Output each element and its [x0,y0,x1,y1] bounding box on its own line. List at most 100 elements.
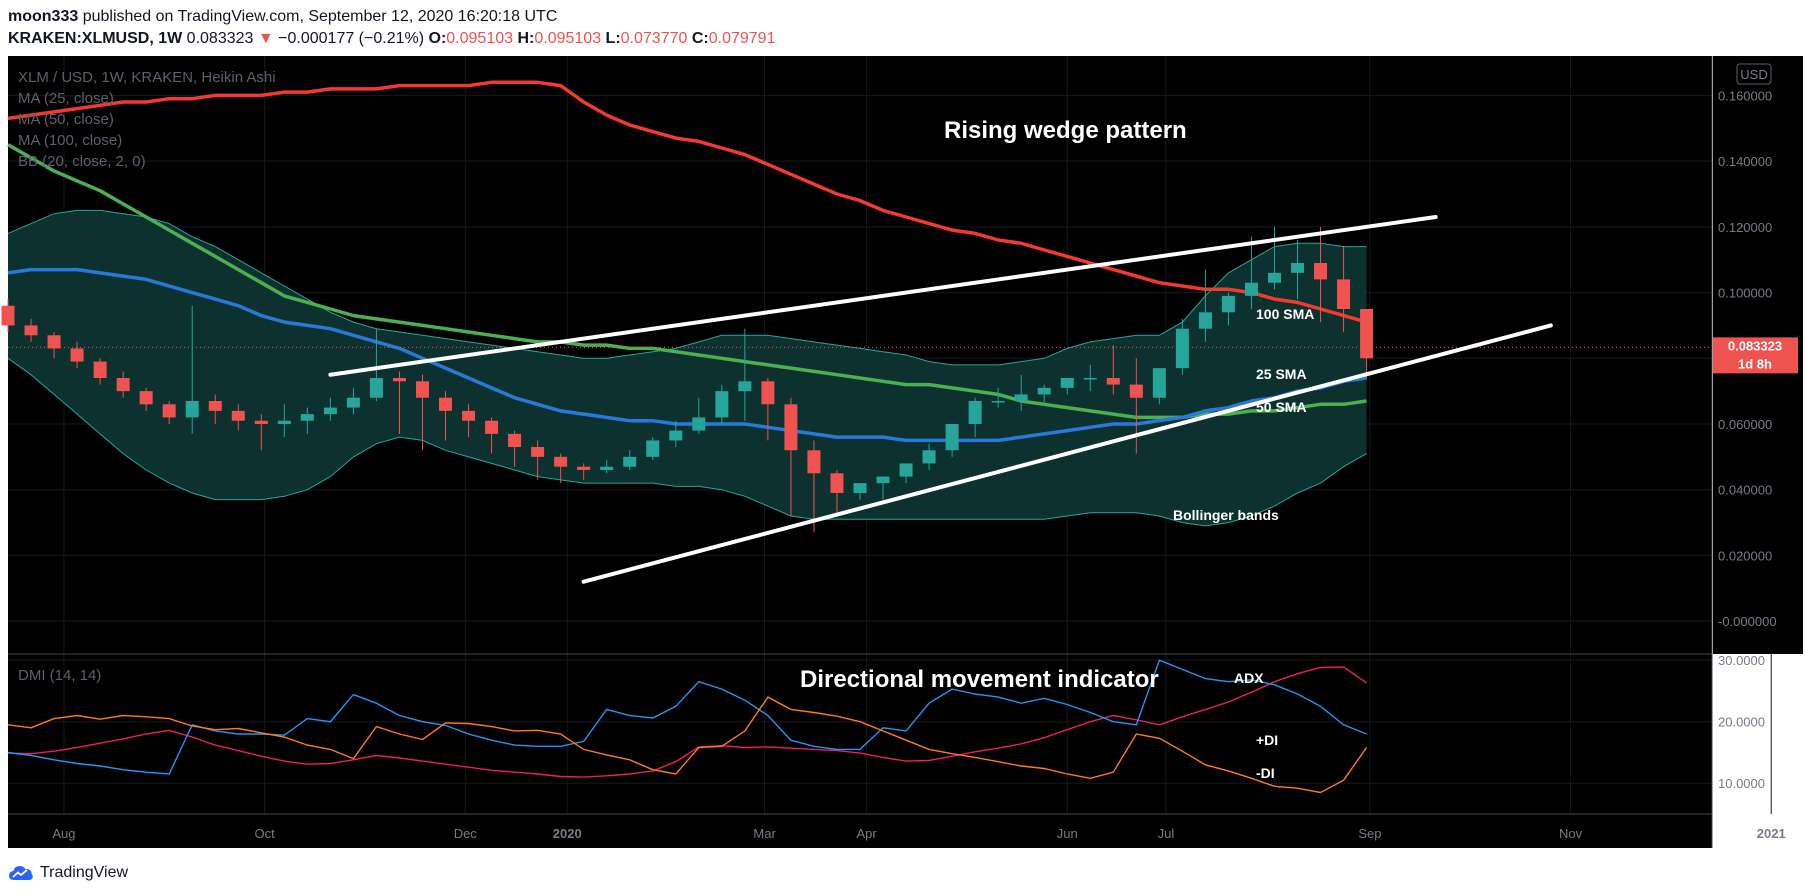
candle-body [669,430,683,441]
candle-body [738,381,752,392]
candle-body [300,414,314,421]
time-tick-label: Sep [1358,826,1381,841]
last-price-tag-label: 0.083323 [1728,338,1782,353]
legend-dmi[interactable]: DMI (14, 14) [18,667,101,684]
candle [70,341,84,369]
candle [761,378,775,441]
legend-ma100[interactable]: MA (100, close) [18,132,122,149]
candle [577,463,591,480]
candle-body [1014,394,1028,401]
candle-body [945,424,959,451]
price-scale[interactable]: USD 0.160000 0.140000 0.120000 0.100000 0.08… [1713,56,1803,654]
time-scale[interactable]: AugOctDec2020MarAprJunJulSepNov20218 [52,826,1805,841]
high-value: 0.095103 [534,30,602,47]
price-tick-label: 0.040000 [1718,483,1772,498]
price-tick-label: 0.060000 [1718,417,1772,432]
tradingview-logo-icon[interactable] [8,864,34,882]
time-tick-label: Mar [753,826,776,841]
candle [968,397,982,438]
candle-body [1198,312,1212,329]
annotation-pdi[interactable]: +DI [1256,732,1278,748]
dmi-scale[interactable]: 30.0000 20.0000 10.0000 [1718,653,1765,791]
annotation-bollinger[interactable]: Bollinger bands [1173,507,1279,523]
currency-box[interactable] [1736,63,1772,85]
candle [922,443,936,470]
candle [1152,368,1166,405]
legend-ma50[interactable]: MA (50, close) [18,111,114,128]
price-tick-label: -0.000000 [1718,614,1777,629]
open-label: O: [428,30,447,47]
adx-line [7,666,1367,778]
candle [1267,226,1281,290]
candle [738,328,752,421]
annotation-adx[interactable]: ADX [1234,670,1264,686]
candle [1198,269,1212,342]
annotation-wedge[interactable]: Rising wedge pattern [944,117,1187,144]
candle [1244,236,1258,309]
candle [415,374,429,451]
candle-body [47,335,61,349]
candle-body [577,466,591,470]
candle-body [1291,263,1305,273]
candle [1314,226,1328,323]
candle-body [1083,378,1097,380]
candle [692,397,706,434]
legend-ma25[interactable]: MA (25, close) [18,90,114,107]
candle [991,387,1005,408]
annotations: Rising wedge pattern 100 SMA 25 SMA 50 S… [800,117,1314,781]
candle [508,430,522,467]
candle-body [485,420,499,434]
candle-body [830,473,844,493]
candle-body [369,378,383,398]
candle [254,414,268,451]
dmi-tick-label: 10.0000 [1718,776,1765,791]
candle [47,332,61,359]
legend-title[interactable]: XLM / USD, 1W, KRAKEN, Heikin Ashi [18,69,276,86]
candle [1175,318,1189,375]
candle [392,371,406,434]
time-tick-label: Oct [254,826,275,841]
last-price: 0.083323 [186,30,254,47]
candle-body [139,391,153,405]
time-tick-label: Aug [52,826,75,841]
candle-body [185,401,199,418]
candle [669,420,683,447]
high-label: H: [517,30,535,47]
candle [277,404,291,438]
candle [1360,309,1374,378]
price-change: −0.000177 (−0.21%) [278,30,425,47]
candle-body [1175,328,1189,369]
annotation-mdi[interactable]: -DI [1256,765,1275,781]
close-label: C: [691,30,709,47]
annotation-dmi[interactable]: Directional movement indicator [800,666,1159,693]
time-tick-label: Apr [856,826,877,841]
candle-body [1337,279,1351,309]
candle [162,401,176,424]
dmi-lines [7,659,1368,794]
chart-legend: XLM / USD, 1W, KRAKEN, Heikin Ashi MA (2… [18,69,276,684]
candle [346,387,360,415]
sma100-line [7,80,1368,324]
author-name[interactable]: moon333 [8,8,79,25]
countdown-label: 1d 8h [1738,356,1772,371]
footer-brand[interactable]: TradingView [40,864,129,881]
candle [715,384,729,424]
publish-info: published on TradingView.com, September … [82,8,558,25]
annotation-sma25[interactable]: 25 SMA [1256,366,1307,382]
candle [1,299,15,332]
candle-body [761,381,775,405]
symbol-label: KRAKEN:XLMUSD, 1W [8,30,183,47]
candle [1083,364,1097,392]
candle [1106,345,1120,395]
currency-label: USD [1740,67,1767,82]
candle-body [968,401,982,424]
legend-bb[interactable]: BB (20, close, 2, 0) [18,153,146,170]
candle-body [392,378,406,382]
annotation-sma50[interactable]: 50 SMA [1256,399,1307,415]
annotation-sma100[interactable]: 100 SMA [1256,306,1314,322]
candle [462,404,476,438]
price-tick-label: 0.140000 [1718,154,1772,169]
candle [1291,240,1305,300]
candle [899,463,913,484]
